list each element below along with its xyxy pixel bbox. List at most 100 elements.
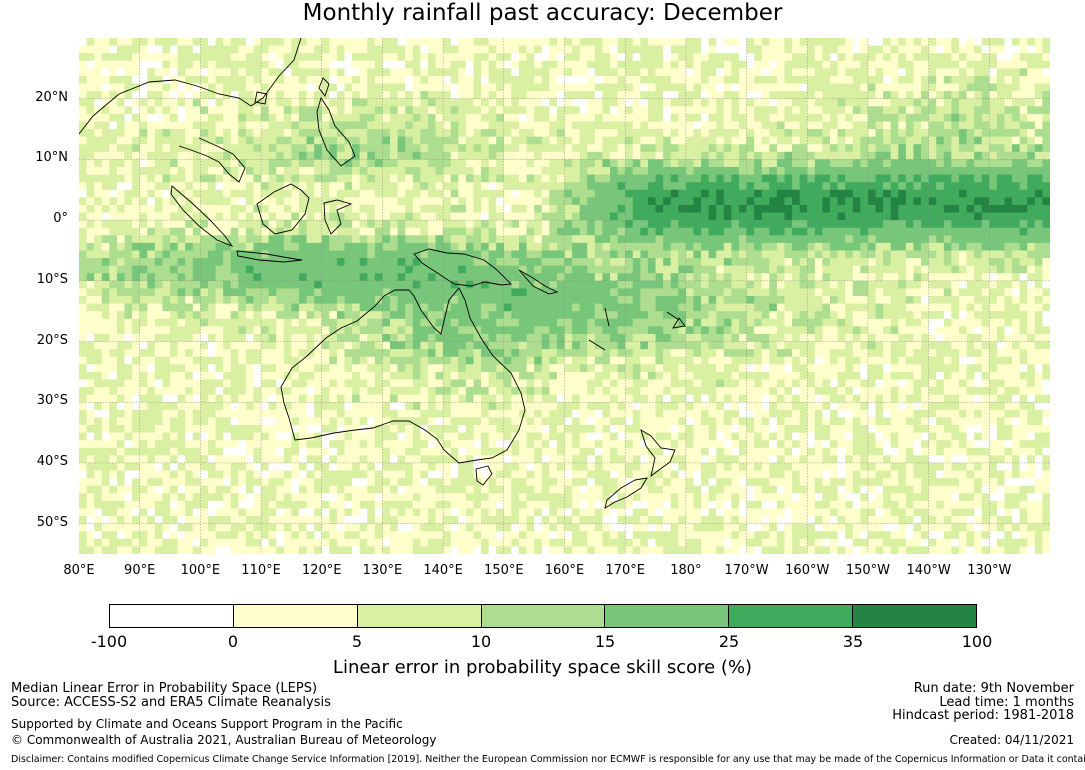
grid-cell — [314, 91, 323, 100]
grid-cell — [883, 189, 892, 198]
grid-cell — [481, 159, 490, 168]
grid-cell — [503, 75, 512, 84]
grid-cell — [974, 151, 983, 160]
grid-cell — [845, 242, 854, 251]
grid-cell — [723, 68, 732, 77]
grid-cell — [321, 98, 330, 107]
grid-cell — [185, 167, 194, 175]
grid-cell — [958, 220, 967, 229]
grid-cell — [329, 189, 338, 198]
grid-cell — [450, 197, 459, 206]
grid-cell — [154, 288, 163, 297]
grid-cell — [450, 167, 459, 175]
grid-cell — [170, 38, 179, 46]
grid-cell — [602, 167, 611, 175]
grid-cell — [253, 258, 262, 267]
grid-cell — [951, 151, 960, 160]
grid-cell — [382, 75, 391, 84]
grid-cell — [678, 129, 687, 138]
grid-cell — [875, 235, 884, 244]
grid-cell — [526, 189, 535, 198]
grid-cell — [837, 53, 846, 62]
grid-cell — [298, 144, 307, 153]
grid-cell — [177, 129, 186, 138]
grid-cell — [632, 189, 641, 198]
grid-cell — [435, 296, 444, 304]
grid-cell — [124, 121, 133, 130]
grid-cell — [731, 113, 740, 122]
grid-cell — [321, 144, 330, 153]
grid-cell — [723, 296, 732, 304]
grid-cell — [845, 220, 854, 229]
grid-cell — [496, 265, 505, 274]
grid-cell — [412, 38, 421, 46]
grid-cell — [329, 45, 338, 54]
grid-cell — [898, 212, 907, 221]
grid-cell — [207, 151, 216, 160]
grid-cell — [556, 280, 565, 289]
grid-cell — [465, 204, 474, 213]
grid-cell — [617, 167, 626, 175]
grid-cell — [390, 91, 399, 100]
grid-cell — [435, 106, 444, 115]
grid-cell — [890, 189, 899, 198]
grid-cell — [132, 326, 141, 335]
grid-cell — [162, 250, 171, 259]
grid-cell — [1004, 235, 1013, 244]
grid-cell — [845, 204, 854, 213]
grid-cell — [723, 83, 732, 92]
grid-cell — [412, 197, 421, 206]
grid-cell — [943, 220, 952, 229]
grid-cell — [738, 68, 747, 77]
grid-cell — [723, 204, 732, 213]
grid-cell — [1042, 280, 1050, 289]
grid-cell — [708, 273, 717, 282]
grid-cell — [875, 75, 884, 84]
grid-cell — [556, 189, 565, 198]
grid-cell — [943, 326, 952, 335]
grid-cell — [511, 129, 520, 138]
grid-cell — [526, 227, 535, 236]
grid-cell — [685, 106, 694, 115]
grid-cell — [291, 159, 300, 168]
grid-cell — [359, 258, 368, 267]
grid-cell — [693, 273, 702, 282]
grid-cell — [845, 189, 854, 198]
grid-cell — [374, 250, 383, 259]
grid-cell — [276, 106, 285, 115]
grid-cell — [1019, 250, 1028, 259]
grid-cell — [928, 159, 937, 168]
grid-cell — [207, 212, 216, 221]
grid-cell — [602, 83, 611, 92]
grid-cell — [989, 136, 998, 145]
grid-cell — [496, 250, 505, 259]
grid-cell — [966, 258, 975, 267]
grid-cell — [177, 318, 186, 327]
grid-cell — [382, 220, 391, 229]
grid-cell — [79, 45, 87, 54]
grid-cell — [147, 197, 156, 206]
grid-cell — [170, 250, 179, 259]
grid-cell — [792, 197, 801, 206]
grid-cell — [329, 53, 338, 62]
grid-cell — [465, 159, 474, 168]
grid-cell — [678, 303, 687, 312]
grid-cell — [958, 296, 967, 304]
grid-cell — [109, 174, 118, 183]
grid-cell — [989, 106, 998, 115]
grid-cell — [883, 296, 892, 304]
grid-cell — [746, 204, 755, 213]
grid-cell — [352, 98, 361, 107]
grid-cell — [503, 60, 512, 69]
grid-cell — [427, 38, 436, 46]
grid-cell — [359, 159, 368, 168]
grid-cell — [549, 258, 558, 267]
grid-cell — [124, 60, 133, 69]
grid-cell — [556, 136, 565, 145]
grid-cell — [443, 280, 452, 289]
grid-cell — [905, 280, 914, 289]
grid-cell — [412, 159, 421, 168]
grid-cell — [814, 182, 823, 191]
grid-cell — [503, 83, 512, 92]
grid-cell — [564, 296, 573, 304]
